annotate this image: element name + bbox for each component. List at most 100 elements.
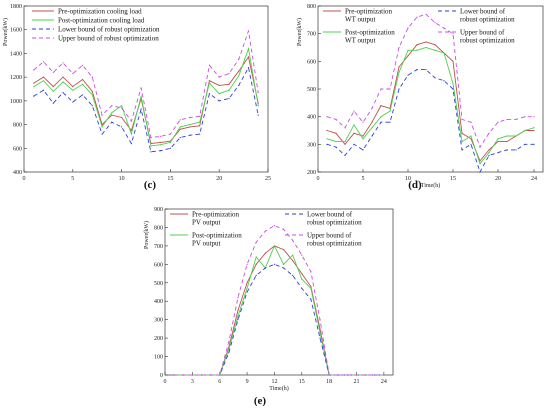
data-point-lower xyxy=(533,143,535,145)
data-point-lower xyxy=(425,69,427,71)
data-point-pre xyxy=(497,140,499,143)
y-tick-label: 200 xyxy=(154,336,163,342)
y-tick-label: 700 xyxy=(307,32,316,38)
data-point-pre xyxy=(81,78,84,81)
data-point-upper xyxy=(362,121,364,123)
data-point-lower xyxy=(524,143,526,145)
data-point-upper xyxy=(210,374,212,376)
x-tick-label: 24 xyxy=(381,379,387,385)
legend-label: Lower bound of xyxy=(307,211,353,219)
data-point-pre xyxy=(42,76,45,78)
data-point-pre xyxy=(310,285,312,288)
data-point-post xyxy=(91,94,93,96)
data-point-post xyxy=(506,135,508,137)
y-tick-label: 500 xyxy=(154,281,163,287)
data-point-post xyxy=(407,49,409,51)
data-point-lower xyxy=(218,100,220,102)
data-point-pre xyxy=(218,84,220,87)
data-point-upper xyxy=(452,33,454,35)
data-point-upper xyxy=(337,374,339,376)
data-point-pre xyxy=(407,55,409,57)
data-point-post xyxy=(130,133,132,135)
x-tick-label: 5 xyxy=(71,176,74,182)
x-tick-label: 25 xyxy=(265,176,271,182)
data-point-upper xyxy=(179,119,181,121)
data-point-upper xyxy=(200,374,203,376)
data-point-pre xyxy=(247,56,250,58)
legend-label: WT output xyxy=(345,16,375,24)
series-line-pre xyxy=(33,55,259,144)
data-point-pre xyxy=(91,90,93,92)
data-point-post xyxy=(238,75,240,77)
data-point-pre xyxy=(461,132,463,134)
chart-panel-2: 0 100 200 300 400 500 600 700 800 900 0 3 6 9 12 15 18 21… xyxy=(143,207,394,407)
data-point-lower xyxy=(257,114,259,116)
data-point-pre xyxy=(111,114,113,116)
data-point-pre xyxy=(52,86,54,88)
data-point-upper xyxy=(273,225,276,227)
x-axis-label: Time(h) xyxy=(269,385,288,392)
data-point-lower xyxy=(199,133,201,135)
data-point-post xyxy=(52,90,54,92)
data-point-lower xyxy=(228,97,230,100)
data-point-post xyxy=(199,121,201,123)
data-point-post xyxy=(434,49,436,51)
data-point-lower xyxy=(246,291,248,293)
data-point-upper xyxy=(346,374,348,376)
data-point-upper xyxy=(52,71,54,73)
data-point-post xyxy=(319,331,321,334)
data-point-post xyxy=(389,110,391,112)
data-point-pre xyxy=(434,44,436,46)
data-point-lower xyxy=(179,137,181,139)
data-point-lower xyxy=(101,133,103,135)
data-point-post xyxy=(228,89,230,91)
data-point-lower xyxy=(238,84,240,87)
x-axis-label: Time(h) xyxy=(421,182,440,189)
data-point-lower xyxy=(353,143,355,145)
data-point-post xyxy=(398,71,400,73)
data-point-lower xyxy=(452,88,454,90)
x-tick-label: 15 xyxy=(450,176,456,182)
x-tick-label: 15 xyxy=(299,379,305,385)
legend-label: Post-optimization cooling load xyxy=(58,17,145,25)
data-point-upper xyxy=(461,118,463,121)
data-point-upper xyxy=(228,72,230,75)
data-point-lower xyxy=(140,108,142,110)
data-point-pre xyxy=(282,248,285,251)
data-point-post xyxy=(326,138,328,140)
data-point-upper xyxy=(355,374,358,376)
legend-label: Pre-optimization cooling load xyxy=(58,8,142,16)
data-point-post xyxy=(292,254,294,256)
data-point-lower xyxy=(301,287,303,289)
data-point-lower xyxy=(247,67,250,69)
data-point-post xyxy=(72,89,74,91)
data-point-upper xyxy=(328,374,330,376)
data-point-post xyxy=(169,141,171,143)
x-tick-label: 12 xyxy=(271,379,277,385)
data-point-upper xyxy=(292,239,294,241)
data-point-pre xyxy=(479,160,481,162)
y-tick-label: 1800 xyxy=(10,4,22,10)
data-point-post xyxy=(470,135,472,137)
data-point-upper xyxy=(488,132,490,134)
x-tick-label: 21 xyxy=(354,379,360,385)
data-point-pre xyxy=(264,252,266,254)
y-tick-label: 600 xyxy=(13,146,22,152)
data-point-upper xyxy=(42,61,45,63)
y-axis-label: Power(kW) xyxy=(296,18,303,46)
series-line-lower xyxy=(33,66,259,153)
data-point-lower xyxy=(228,352,230,354)
data-point-pre xyxy=(301,272,303,275)
chart-panel-1: 200 300 400 500 600 700 800 0 5 10 15 20 24 Power(kW)… xyxy=(296,4,544,191)
data-point-pre xyxy=(506,140,508,143)
data-point-post xyxy=(488,152,490,154)
data-point-lower xyxy=(362,149,364,151)
data-point-post xyxy=(425,46,427,49)
data-point-upper xyxy=(524,116,526,118)
data-point-upper xyxy=(62,62,64,64)
legend-label: Upper bound of xyxy=(307,232,352,240)
data-point-lower xyxy=(319,337,321,339)
legend-label: robust optimization xyxy=(460,37,515,45)
data-point-pre xyxy=(72,86,74,88)
